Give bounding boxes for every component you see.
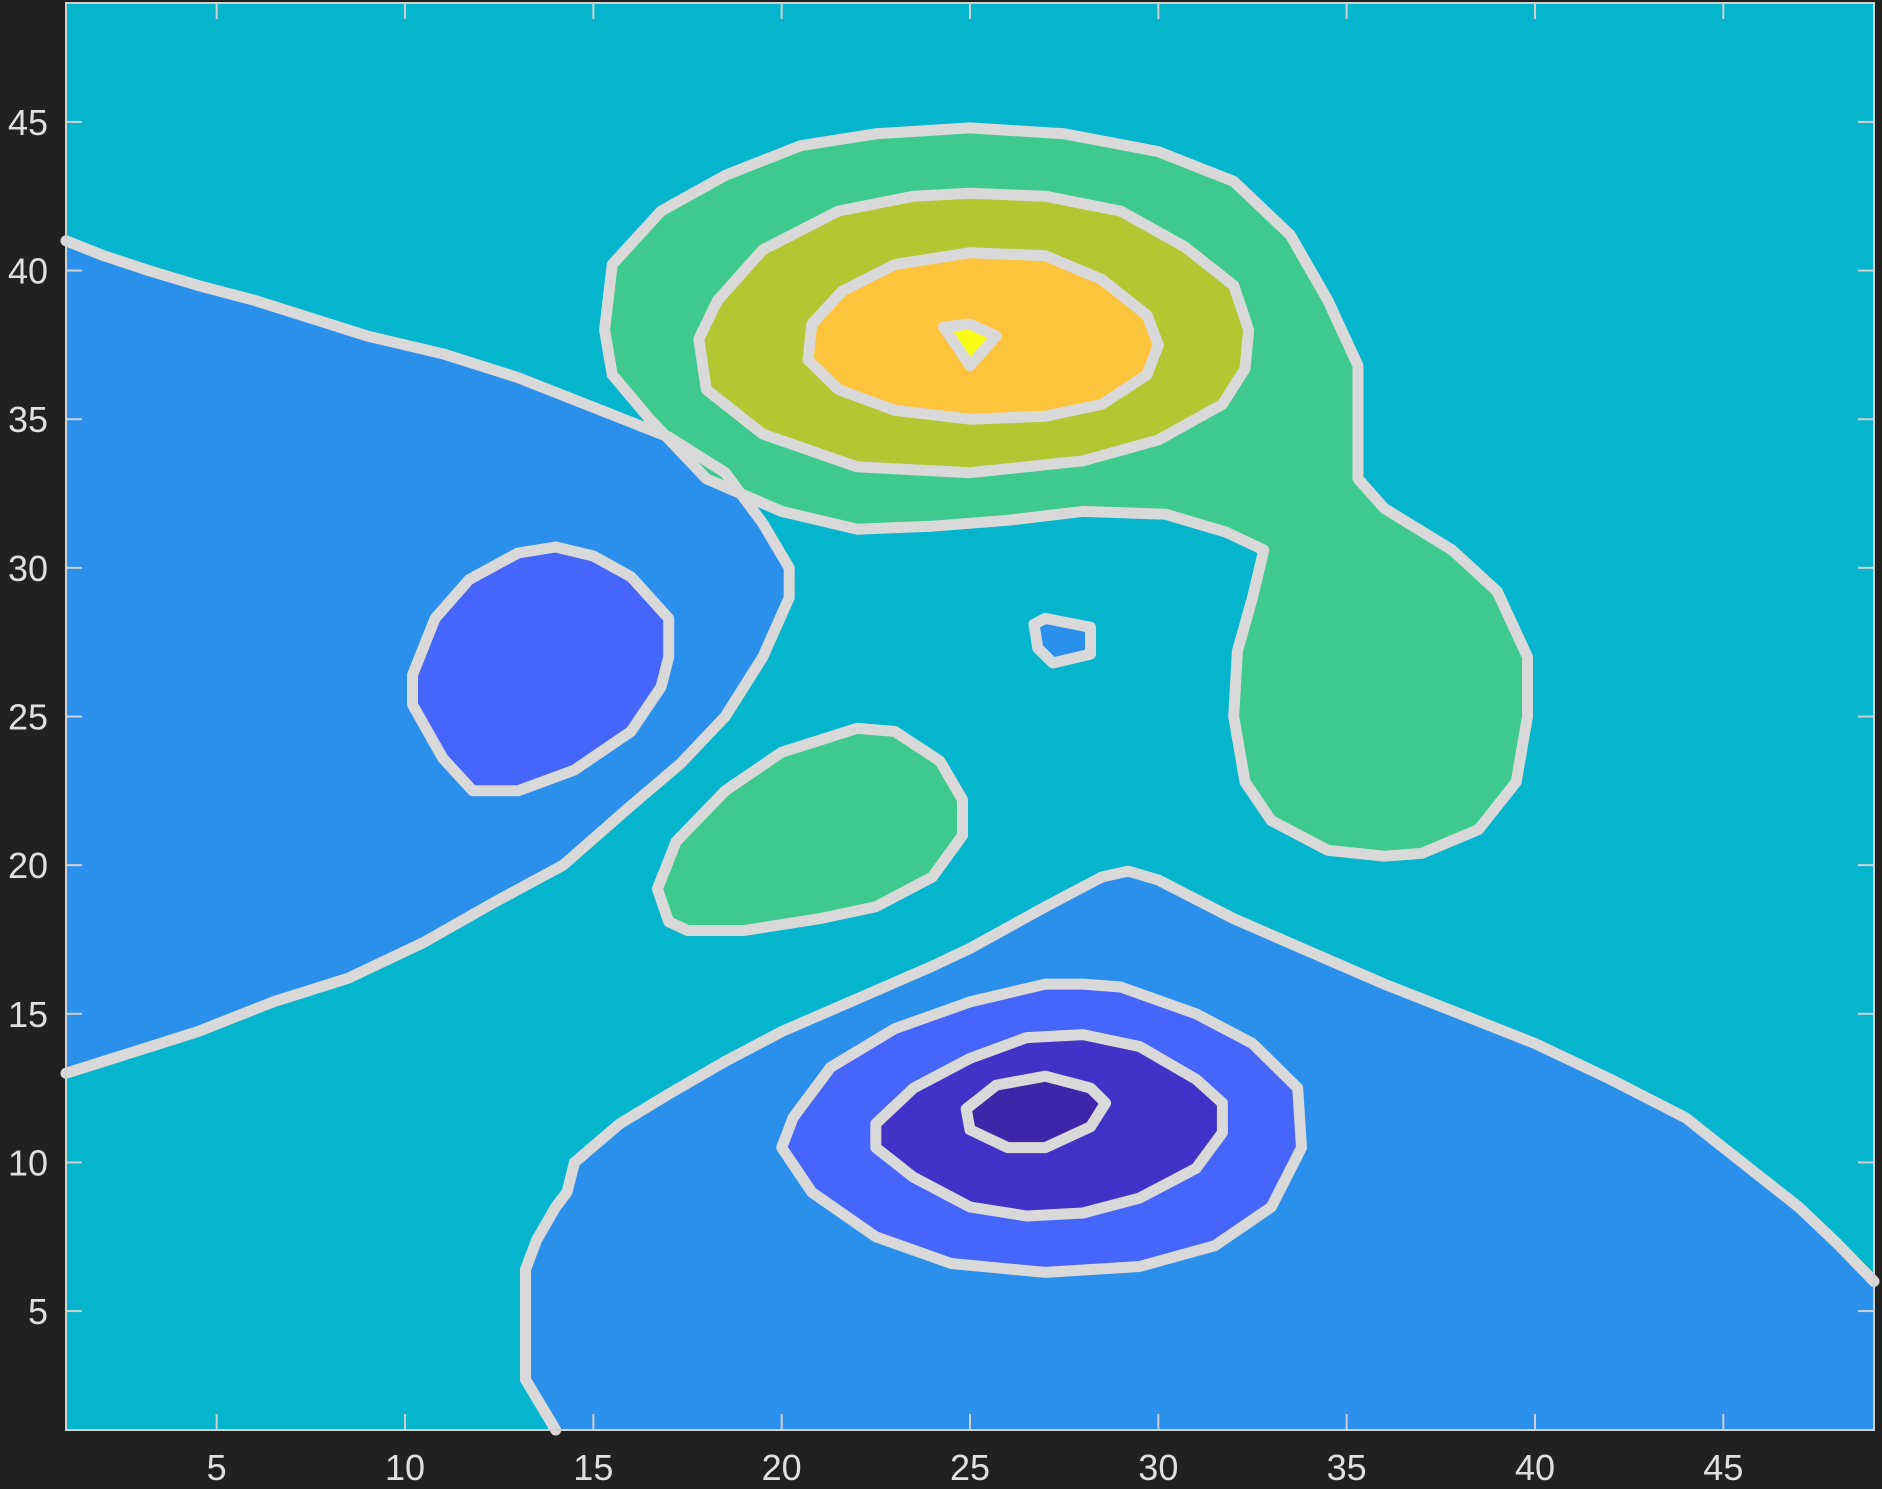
y-tick-label-10: 10 bbox=[8, 1142, 48, 1183]
x-tick-label-25: 25 bbox=[950, 1447, 990, 1488]
y-tick-label-20: 20 bbox=[8, 845, 48, 886]
x-tick-label-15: 15 bbox=[573, 1447, 613, 1488]
x-tick-label-45: 45 bbox=[1703, 1447, 1743, 1488]
x-tick-label-40: 40 bbox=[1515, 1447, 1555, 1488]
x-tick-label-35: 35 bbox=[1327, 1447, 1367, 1488]
y-tick-label-5: 5 bbox=[28, 1291, 48, 1332]
y-tick-label-45: 45 bbox=[8, 102, 48, 143]
plot-area bbox=[66, 3, 1874, 1430]
y-tick-label-15: 15 bbox=[8, 994, 48, 1035]
y-tick-label-25: 25 bbox=[8, 697, 48, 738]
x-tick-label-20: 20 bbox=[762, 1447, 802, 1488]
x-tick-label-10: 10 bbox=[385, 1447, 425, 1488]
y-tick-label-35: 35 bbox=[8, 399, 48, 440]
y-tick-label-30: 30 bbox=[8, 548, 48, 589]
y-tick-label-40: 40 bbox=[8, 251, 48, 292]
x-tick-label-30: 30 bbox=[1138, 1447, 1178, 1488]
x-tick-label-5: 5 bbox=[207, 1447, 227, 1488]
